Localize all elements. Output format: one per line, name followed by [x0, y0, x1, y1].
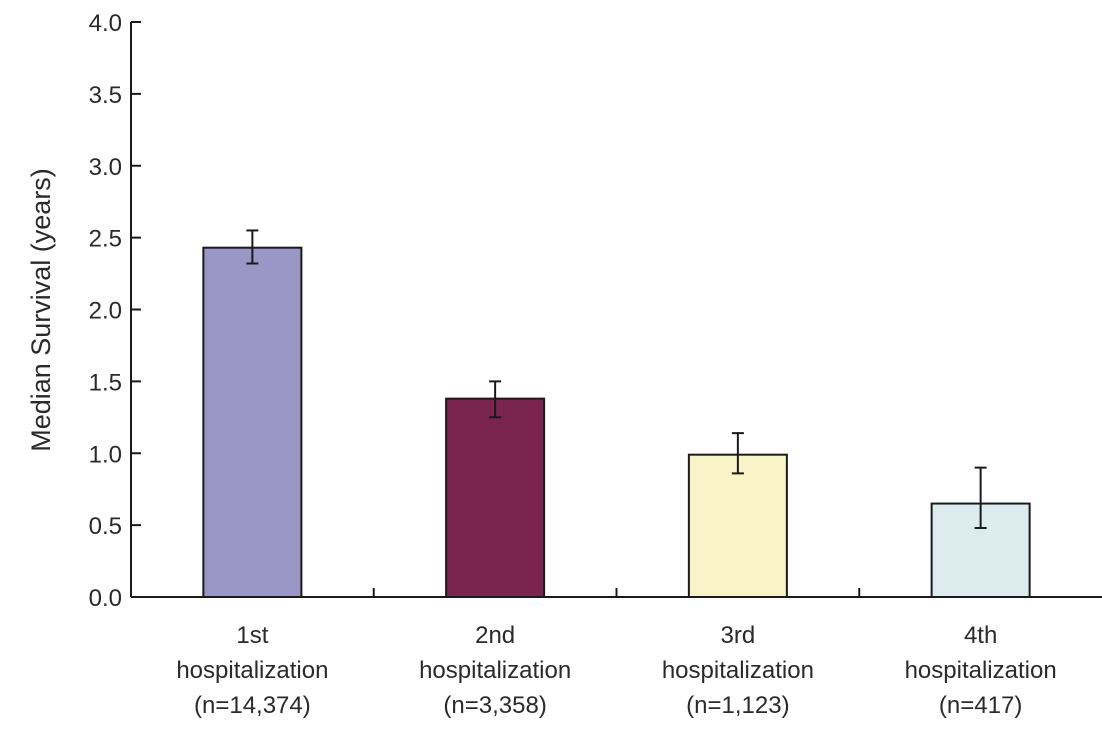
x-tick-label: hospitalization [905, 657, 1057, 684]
error-bars [246, 229, 987, 529]
x-tick-label: 1st [236, 622, 268, 649]
bar [445, 397, 546, 598]
category-labels: 1st hospitalization (n=14,374) 2nd hospitali… [176, 622, 1056, 719]
x-axis [372, 588, 861, 597]
y-tick-label: 4.0 [89, 10, 122, 37]
y-tick-label: 0.5 [89, 513, 122, 540]
x-tick-label: hospitalization [419, 657, 571, 684]
y-tick-label: 1.5 [89, 369, 122, 396]
error-bar [489, 380, 502, 419]
x-tick-label: (n=3,358) [443, 692, 546, 719]
error-bar [731, 432, 744, 475]
x-tick-label: hospitalization [662, 657, 814, 684]
bar [687, 453, 788, 598]
x-tick-label: (n=1,123) [686, 692, 789, 719]
y-tick-label: 3.5 [89, 82, 122, 109]
y-tick-label: 2.0 [89, 298, 122, 325]
y-tick-label: 0.0 [89, 585, 122, 612]
error-bar [246, 229, 259, 265]
x-tick-label: 2nd [475, 622, 515, 649]
x-tick-label: (n=14,374) [194, 692, 311, 719]
bars [202, 246, 1031, 598]
x-tick-label: 3rd [721, 622, 756, 649]
y-tick-label: 3.0 [89, 154, 122, 181]
bar [202, 246, 303, 598]
y-axis-ticks: 0.0 0.5 1.0 1.5 2.0 2.5 3.0 3.5 4.0 [89, 10, 141, 612]
y-axis-label: Median Survival (years) [26, 168, 56, 452]
y-tick-label: 2.5 [89, 226, 122, 253]
x-tick-label: hospitalization [176, 657, 328, 684]
y-tick-label: 1.0 [89, 441, 122, 468]
x-tick-label: 4th [964, 622, 997, 649]
error-bar [974, 466, 987, 529]
x-tick-label: (n=417) [939, 692, 1022, 719]
